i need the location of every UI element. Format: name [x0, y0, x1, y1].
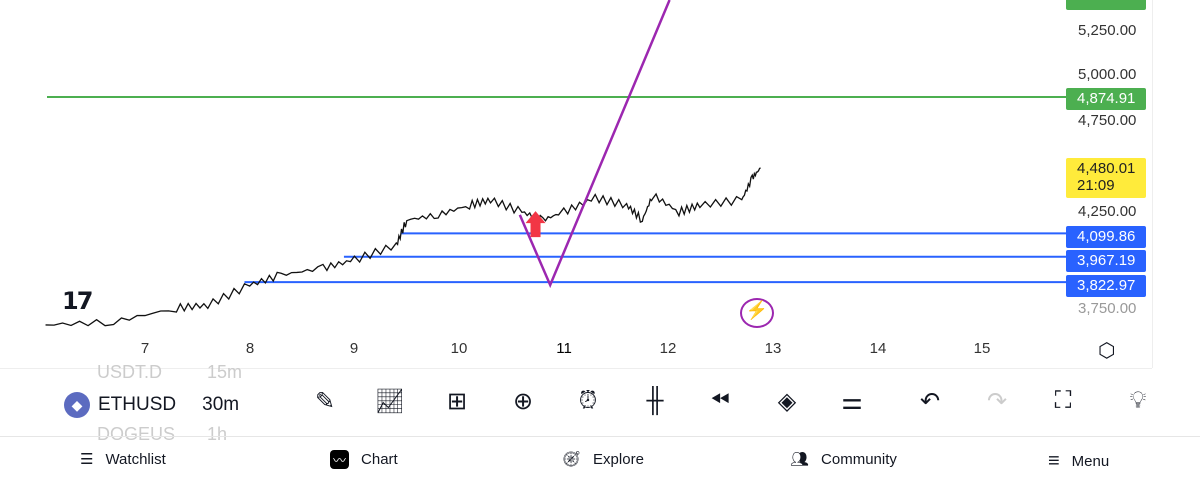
price-series [45, 167, 761, 327]
settings-icon[interactable]: ⚌ [841, 387, 863, 415]
ideas-icon[interactable]: 💡︎ [1129, 387, 1147, 414]
symbol-selector[interactable]: ◆ ETHUSD 30m [64, 392, 239, 418]
community-icon: 👥︎ [790, 451, 810, 468]
next-interval[interactable]: 1h [207, 424, 228, 444]
nav-community[interactable]: 👥︎ Community [790, 450, 897, 469]
interval-selector[interactable]: 30m [202, 394, 240, 415]
nav-explore[interactable]: 🧭︎ Explore [562, 450, 644, 469]
time-label: 7 [140, 340, 150, 357]
menu-icon: ≡ [1048, 450, 1060, 472]
blue-line-tag: 3,967.19 [1066, 250, 1146, 272]
price-label: 4,750.00 [1078, 112, 1137, 129]
templates-icon[interactable]: ⊞ [446, 387, 468, 415]
alert-icon[interactable]: ⏰︎ [578, 387, 598, 414]
fullscreen-icon[interactable]: ⛶ [1054, 387, 1072, 414]
nav-chart[interactable]: 〰 Chart [330, 450, 398, 469]
blue-line-tag: 4,099.86 [1066, 226, 1146, 248]
chart-icon: 〰 [330, 450, 350, 469]
current-price-tag: 4,480.01 21:09 [1066, 158, 1146, 198]
time-label: 13 [764, 340, 782, 357]
nav-label: Menu [1071, 453, 1110, 470]
blue-line-tag: 3,822.97 [1066, 275, 1146, 297]
replay-icon[interactable]: ⏪︎ [710, 387, 730, 414]
symbol-name: ETHUSD [98, 394, 177, 415]
time-label: 11 [556, 340, 572, 357]
nav-label: Chart [361, 451, 398, 468]
time-label: 14 [869, 340, 887, 357]
price-label: 5,250.00 [1078, 22, 1137, 39]
price-label: 5,000.00 [1078, 66, 1137, 83]
time-label: 9 [349, 340, 359, 357]
drawn-trend-line [518, 0, 671, 289]
right-sidebar [1152, 0, 1200, 368]
watchlist-icon: ☰ [80, 451, 94, 468]
add-icon[interactable]: ⊕ [512, 387, 534, 415]
lightning-icon[interactable]: ⚡ [740, 298, 774, 328]
prev-symbol[interactable]: USDT.D [97, 362, 163, 382]
undo-icon[interactable]: ↶ [919, 387, 941, 415]
bottom-nav [0, 436, 1200, 484]
bar-countdown: 21:09 [1077, 177, 1115, 194]
time-label: 10 [450, 340, 468, 357]
time-label: 8 [245, 340, 255, 357]
time-label: 15 [973, 340, 991, 357]
layers-icon[interactable]: ◈ [777, 387, 797, 415]
arrow-up-marker [525, 211, 546, 238]
green-line-tag: 4,874.91 [1066, 88, 1146, 110]
price-label: 3,750.00 [1078, 300, 1137, 317]
ethereum-icon: ◆ [64, 392, 90, 418]
candles-icon[interactable]: ╫ [646, 387, 664, 414]
current-price: 4,480.01 [1077, 160, 1136, 177]
nav-watchlist[interactable]: ☰ Watchlist [80, 450, 166, 469]
indicators-icon[interactable]: 📈︎ [374, 387, 406, 415]
nav-label: Explore [593, 450, 644, 468]
redo-icon[interactable]: ↷ [986, 387, 1008, 415]
tradingview-logo: 𝟭𝟳 [62, 288, 93, 315]
chart-settings-icon[interactable]: ⬡ [1098, 340, 1116, 362]
nav-label: Community [821, 450, 897, 468]
nav-label: Watchlist [105, 450, 166, 468]
top-green-tag [1066, 0, 1146, 10]
next-symbol[interactable]: DOGEUS [97, 424, 176, 444]
price-chart[interactable] [0, 0, 1152, 368]
bottom-toolbar [0, 368, 1152, 436]
price-label: 4,250.00 [1078, 203, 1137, 220]
prev-interval[interactable]: 15m [207, 362, 243, 382]
nav-menu[interactable]: ≡ Menu [1048, 450, 1109, 473]
compass-icon: 🧭︎ [562, 451, 582, 468]
time-label: 12 [659, 340, 677, 357]
draw-icon[interactable]: ✎ [314, 387, 336, 415]
